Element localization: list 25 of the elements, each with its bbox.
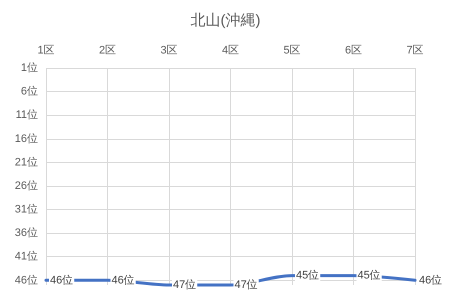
x-tick-label: 1区: [37, 44, 55, 56]
data-label: 46位: [112, 274, 135, 286]
x-tick-label: 3区: [160, 44, 178, 56]
y-tick-label: 1位: [20, 62, 38, 74]
data-label: 46位: [50, 274, 74, 286]
x-tick-label: 5区: [283, 44, 301, 56]
y-tick-label: 21位: [14, 156, 38, 168]
y-tick-label: 26位: [14, 180, 38, 192]
x-tick-label: 7区: [406, 44, 424, 56]
y-tick-label: 11位: [16, 109, 38, 122]
y-tick-label: 41位: [14, 250, 38, 263]
y-tick-label: 16位: [14, 132, 38, 145]
x-tick-label: 2区: [98, 44, 116, 56]
data-label: 45位: [358, 270, 381, 282]
x-tick-label: 6区: [344, 44, 362, 56]
y-tick-label: 46位: [14, 274, 38, 286]
y-tick-label: 31位: [14, 204, 38, 216]
y-tick-label: 6位: [20, 86, 38, 98]
data-label: 47位: [173, 279, 196, 291]
data-label: 47位: [234, 279, 258, 291]
chart-title: 北山(沖縄): [190, 12, 260, 29]
y-tick-label: 36位: [14, 227, 38, 240]
x-tick-label: 4区: [222, 44, 240, 56]
data-label: 45位: [296, 270, 320, 282]
data-label: 46位: [419, 274, 442, 286]
